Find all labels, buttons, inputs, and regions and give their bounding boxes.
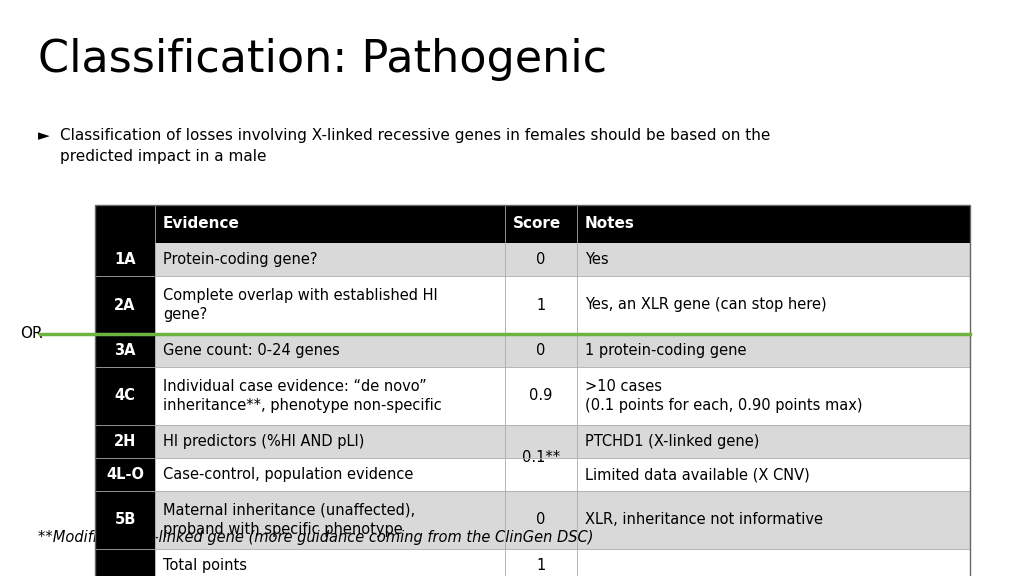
Bar [95, 367, 970, 425]
Text: Notes: Notes [585, 217, 635, 232]
Text: 5B: 5B [115, 513, 136, 528]
Text: Individual case evidence: “de novo”
inheritance**, phenotype non-specific: Individual case evidence: “de novo” inhe… [163, 379, 441, 413]
Text: 1 protein-coding gene: 1 protein-coding gene [585, 343, 746, 358]
Text: 1: 1 [537, 297, 546, 313]
Text: Yes: Yes [585, 252, 608, 267]
Bar [95, 458, 970, 491]
Text: 0: 0 [537, 343, 546, 358]
Text: Classification: Pathogenic: Classification: Pathogenic [38, 38, 607, 81]
Text: PTCHD1 (X-linked gene): PTCHD1 (X-linked gene) [585, 434, 760, 449]
Bar [95, 491, 155, 549]
Text: 0: 0 [537, 252, 546, 267]
Text: Evidence: Evidence [163, 217, 240, 232]
Text: 4L-O: 4L-O [106, 467, 144, 482]
Text: Yes, an XLR gene (can stop here): Yes, an XLR gene (can stop here) [585, 297, 826, 313]
Text: Limited data available (X CNV): Limited data available (X CNV) [585, 467, 810, 482]
Text: Case-control, population evidence: Case-control, population evidence [163, 467, 414, 482]
Text: 0.9: 0.9 [529, 388, 553, 404]
Bar [95, 425, 155, 458]
Text: OR: OR [20, 327, 43, 342]
Text: 3A: 3A [115, 343, 136, 358]
Text: Gene count: 0-24 genes: Gene count: 0-24 genes [163, 343, 340, 358]
Bar [95, 458, 155, 491]
Bar [95, 549, 155, 576]
Text: Total points: Total points [163, 558, 247, 573]
Text: 1A: 1A [115, 252, 136, 267]
Bar [95, 334, 970, 367]
Text: 1: 1 [537, 558, 546, 573]
Text: Maternal inheritance (unaffected),
proband with specific phenotype: Maternal inheritance (unaffected), proba… [163, 503, 415, 537]
Text: **Modified for X-linked gene (more guidance coming from the ClinGen DSC): **Modified for X-linked gene (more guida… [38, 530, 594, 545]
Bar [95, 425, 970, 458]
Text: >10 cases
(0.1 points for each, 0.90 points max): >10 cases (0.1 points for each, 0.90 poi… [585, 379, 862, 413]
Bar [95, 334, 155, 367]
Bar [95, 205, 970, 243]
Text: 2H: 2H [114, 434, 136, 449]
Bar [95, 276, 155, 334]
Text: 4C: 4C [115, 388, 135, 404]
Bar [95, 491, 970, 549]
Text: 0: 0 [537, 513, 546, 528]
Text: Complete overlap with established HI
gene?: Complete overlap with established HI gen… [163, 288, 437, 322]
Bar [95, 243, 155, 276]
Bar [95, 205, 970, 576]
Text: XLR, inheritance not informative: XLR, inheritance not informative [585, 513, 823, 528]
Bar [95, 276, 970, 334]
Text: Score: Score [513, 217, 561, 232]
Bar [95, 549, 970, 576]
Text: ►: ► [38, 128, 50, 143]
Text: Classification of losses involving X-linked recessive genes in females should be: Classification of losses involving X-lin… [60, 128, 770, 164]
Bar [95, 243, 970, 276]
Text: HI predictors (%HI AND pLI): HI predictors (%HI AND pLI) [163, 434, 365, 449]
Text: 0.1**: 0.1** [522, 450, 560, 465]
Text: 2A: 2A [115, 297, 136, 313]
Bar [95, 367, 155, 425]
Text: Protein-coding gene?: Protein-coding gene? [163, 252, 317, 267]
